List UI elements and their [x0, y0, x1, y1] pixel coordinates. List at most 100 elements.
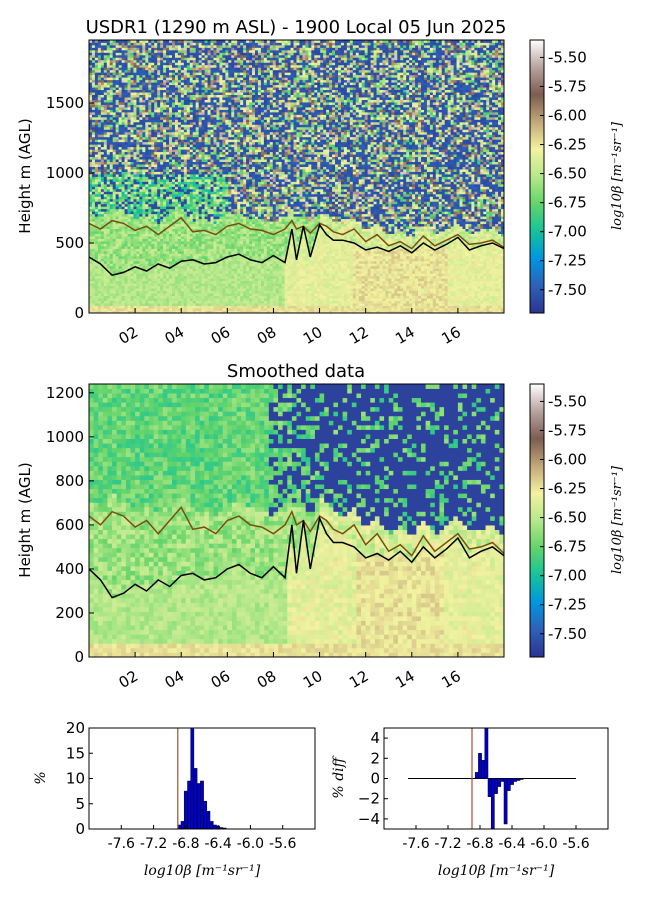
- heatmap-cell: [89, 174, 93, 177]
- heatmap-cell: [160, 183, 164, 187]
- heatmap-cell: [112, 305, 117, 309]
- heatmap-cell: [213, 191, 217, 195]
- heatmap-cell: [97, 260, 102, 264]
- heatmap-cell: [145, 260, 149, 264]
- heatmap-cell: [97, 273, 102, 277]
- heatmap-cell: [115, 111, 120, 115]
- heatmap-cell: [130, 211, 134, 215]
- heatmap-cell: [192, 129, 197, 133]
- heatmap-cell: [213, 171, 217, 175]
- heatmap-cell: [201, 44, 205, 48]
- heatmap-cell: [106, 298, 111, 301]
- heatmap-cell: [213, 121, 217, 125]
- heatmap-cell: [207, 131, 211, 135]
- heatmap-cell: [210, 82, 214, 86]
- heatmap-cell: [213, 77, 217, 81]
- heatmap-cell: [115, 305, 120, 309]
- heatmap-cell: [222, 241, 226, 244]
- heatmap-cell: [204, 243, 208, 247]
- heatmap-cell: [192, 164, 197, 167]
- heatmap-cell: [216, 248, 220, 252]
- heatmap-cell: [195, 47, 200, 51]
- heatmap-cell: [109, 241, 114, 244]
- heatmap-cell: [174, 238, 179, 242]
- heatmap-cell: [112, 67, 117, 71]
- heatmap-cell: [219, 298, 223, 301]
- heatmap-cell: [130, 89, 134, 93]
- heatmap-cell: [160, 49, 164, 53]
- heatmap-cell: [172, 42, 176, 46]
- heatmap-cell: [112, 89, 117, 93]
- heatmap-cell: [189, 134, 194, 138]
- heatmap-cell: [177, 203, 182, 207]
- heatmap-cell: [163, 176, 167, 180]
- heatmap-cell: [109, 40, 114, 43]
- heatmap-cell: [177, 171, 182, 175]
- heatmap-cell: [89, 233, 93, 237]
- heatmap-cell: [189, 193, 194, 197]
- heatmap-cell: [145, 298, 149, 301]
- heatmap-cell: [174, 198, 179, 202]
- heatmap-cell: [94, 201, 99, 205]
- heatmap-cell: [172, 268, 176, 272]
- heatmap-cell: [124, 298, 128, 301]
- heatmap-cell: [195, 176, 200, 180]
- heatmap-cell: [166, 62, 170, 66]
- heatmap-cell: [204, 223, 208, 227]
- heatmap-cell: [118, 87, 122, 91]
- heatmap-cell: [89, 161, 93, 165]
- heatmap-cell: [151, 149, 155, 153]
- heatmap-cell: [160, 156, 164, 160]
- heatmap-cell: [207, 178, 211, 182]
- heatmap-cell: [219, 253, 223, 257]
- heatmap-cell: [183, 87, 188, 91]
- heatmap-cell: [201, 221, 205, 225]
- heatmap-cell: [163, 114, 167, 118]
- heatmap-cell: [157, 126, 161, 130]
- heatmap-cell: [177, 164, 182, 167]
- heatmap-cell: [180, 94, 185, 98]
- heatmap-cell: [115, 64, 120, 68]
- heatmap-cell: [136, 198, 140, 202]
- heatmap-cell: [139, 270, 143, 274]
- heatmap-cell: [183, 290, 188, 294]
- heatmap-cell: [189, 131, 194, 135]
- heatmap-cell: [163, 260, 167, 264]
- heatmap-cell: [115, 206, 120, 210]
- heatmap-cell: [145, 255, 149, 259]
- heatmap-cell: [91, 196, 96, 200]
- heatmap-cell: [157, 161, 161, 165]
- heatmap-cell: [91, 310, 96, 313]
- heatmap-cell: [112, 248, 117, 252]
- heatmap-cell: [213, 293, 217, 297]
- heatmap-cell: [145, 300, 149, 304]
- heatmap-cell: [180, 144, 185, 148]
- heatmap-cell: [142, 293, 146, 297]
- heatmap-cell: [183, 89, 188, 93]
- heatmap-cell: [151, 139, 155, 143]
- heatmap-cell: [136, 193, 140, 197]
- heatmap-cell: [136, 44, 140, 48]
- heatmap-cell: [94, 146, 99, 150]
- heatmap-cell: [169, 243, 173, 247]
- heatmap-cell: [169, 293, 173, 297]
- heatmap-cell: [169, 126, 173, 130]
- heatmap-cell: [207, 268, 211, 272]
- heatmap-cell: [97, 310, 102, 313]
- heatmap-cell: [133, 268, 137, 272]
- heatmap-cell: [204, 250, 208, 254]
- heatmap-cell: [186, 233, 191, 237]
- heatmap-cell: [154, 303, 158, 306]
- heatmap-cell: [180, 183, 185, 187]
- heatmap-cell: [174, 146, 179, 150]
- heatmap-cell: [189, 216, 194, 220]
- heatmap-cell: [118, 57, 122, 61]
- heatmap-cell: [148, 248, 152, 252]
- heatmap-cell: [174, 40, 179, 43]
- heatmap-cell: [177, 298, 182, 301]
- heatmap-cell: [186, 295, 191, 299]
- heatmap-cell: [151, 59, 155, 63]
- heatmap-cell: [177, 116, 182, 120]
- heatmap-cell: [91, 268, 96, 272]
- heatmap-cell: [157, 119, 161, 123]
